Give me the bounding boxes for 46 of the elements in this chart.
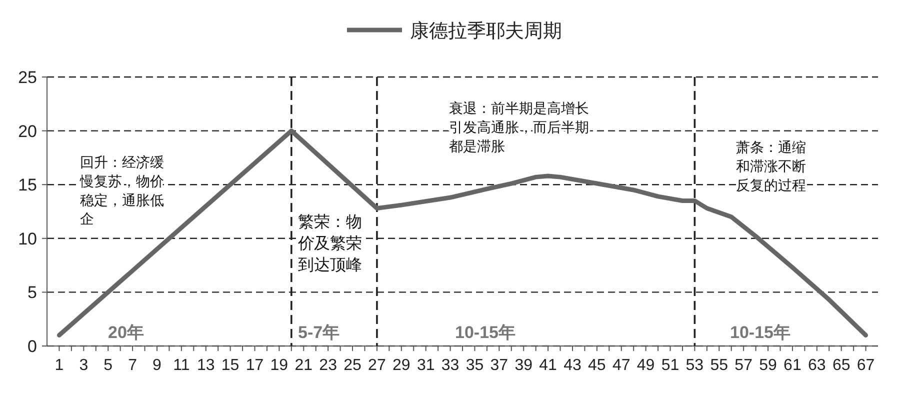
y-tick-label: 15 bbox=[18, 176, 37, 195]
x-tick-label: 47 bbox=[612, 357, 630, 374]
y-tick-label: 10 bbox=[18, 229, 37, 248]
x-tick-label: 25 bbox=[344, 357, 362, 374]
x-tick-label: 37 bbox=[490, 357, 508, 374]
x-tick-label: 45 bbox=[588, 357, 606, 374]
annotation: 10-15年 bbox=[730, 323, 790, 342]
annotation: 20年 bbox=[108, 323, 144, 342]
x-tick-label: 7 bbox=[128, 357, 138, 374]
x-tick-label: 17 bbox=[246, 357, 264, 374]
x-tick-label: 59 bbox=[759, 357, 778, 374]
x-tick-label: 11 bbox=[173, 357, 190, 374]
x-tick-label: 43 bbox=[564, 357, 582, 374]
x-tick-label: 1 bbox=[54, 357, 64, 374]
y-tick-label: 25 bbox=[18, 68, 37, 87]
x-tick-label: 21 bbox=[294, 357, 313, 374]
x-tick-label: 55 bbox=[710, 357, 728, 374]
annotation: 5-7年 bbox=[298, 323, 340, 342]
x-tick-label: 61 bbox=[784, 357, 802, 374]
x-tick-label: 23 bbox=[319, 357, 338, 374]
y-tick-label: 5 bbox=[28, 283, 37, 302]
x-tick-label: 65 bbox=[832, 357, 850, 374]
annotation: 繁荣：物价及繁荣到达顶峰 bbox=[297, 213, 362, 274]
x-tick-label: 9 bbox=[152, 357, 162, 374]
x-tick-label: 27 bbox=[368, 357, 386, 374]
x-tick-label: 31 bbox=[416, 357, 435, 374]
x-tick-label: 57 bbox=[734, 357, 753, 374]
x-tick-label: 63 bbox=[808, 357, 826, 374]
x-tick-label: 49 bbox=[636, 357, 655, 374]
x-tick-label: 51 bbox=[661, 357, 680, 374]
x-tick-label: 29 bbox=[392, 357, 410, 374]
x-tick-label: 5 bbox=[104, 357, 113, 374]
y-tick-label: 0 bbox=[28, 337, 37, 356]
x-tick-label: 39 bbox=[514, 357, 533, 374]
x-tick-label: 35 bbox=[466, 357, 484, 374]
x-tick-label: 67 bbox=[856, 357, 875, 374]
x-tick-label: 33 bbox=[441, 357, 460, 374]
x-tick-label: 3 bbox=[79, 357, 88, 374]
x-tick-label: 19 bbox=[270, 357, 288, 374]
y-tick-label: 20 bbox=[18, 122, 37, 141]
x-tick-label: 53 bbox=[686, 357, 704, 374]
x-tick-label: 41 bbox=[539, 357, 558, 374]
x-tick-label: 15 bbox=[221, 357, 240, 374]
legend-label: 康德拉季耶夫周期 bbox=[410, 20, 562, 42]
x-tick-label: 13 bbox=[196, 357, 215, 374]
annotation: 10-15年 bbox=[455, 323, 516, 342]
